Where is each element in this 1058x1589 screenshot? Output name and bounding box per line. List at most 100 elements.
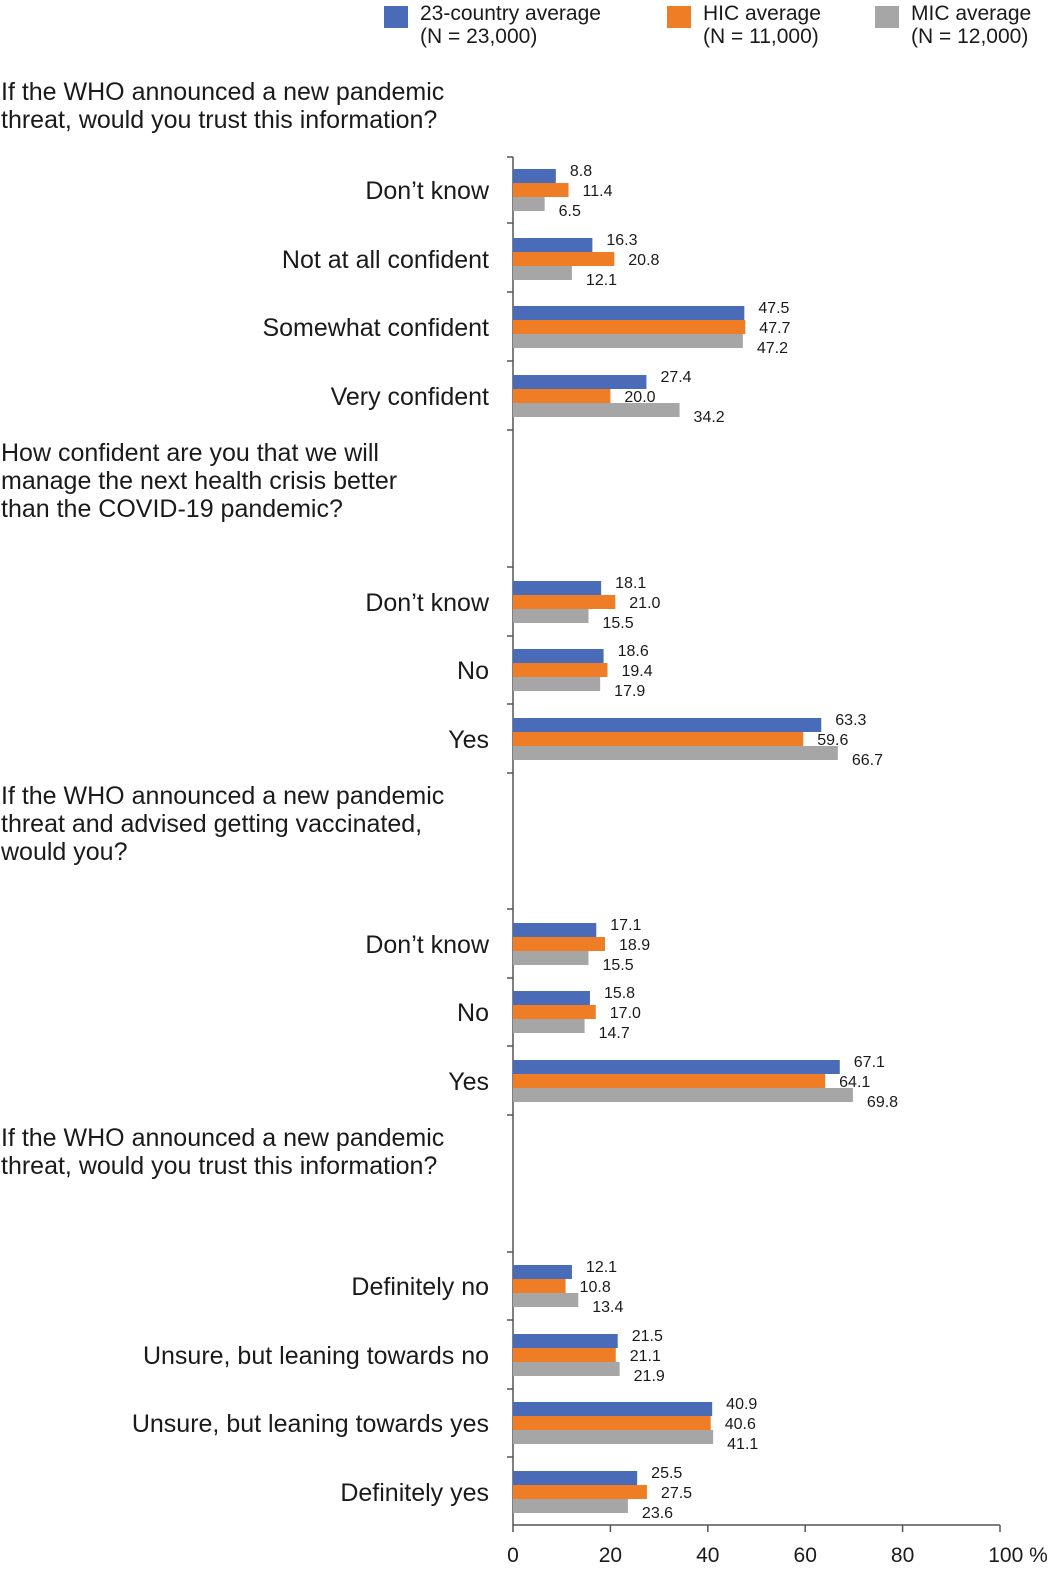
bar-mic	[513, 746, 838, 760]
bar-value-label: 41.1	[727, 1436, 758, 1453]
x-tick-label: 100 %	[988, 1544, 1048, 1567]
bar-value-label: 20.8	[628, 252, 659, 269]
bar-23-country	[513, 1265, 572, 1279]
bar-hic	[513, 1348, 616, 1362]
legend-swatch-23-country	[384, 6, 408, 28]
bar-value-label: 15.5	[602, 615, 633, 632]
category-label: Yes	[448, 1068, 489, 1096]
bar-mic	[513, 1362, 620, 1376]
bar-value-label: 27.4	[660, 369, 691, 386]
question-heading: If the WHO announced a new pandemic	[1, 1124, 444, 1152]
bar-hic	[513, 937, 606, 951]
x-tick-label: 20	[599, 1544, 622, 1567]
question-heading: threat, would you trust this information…	[1, 106, 437, 134]
bar-value-label: 69.8	[867, 1094, 898, 1111]
bar-value-label: 10.8	[580, 1279, 611, 1296]
bar-23-country	[513, 306, 745, 320]
bar-value-label: 21.1	[630, 1348, 661, 1365]
bar-23-country	[513, 375, 647, 389]
bar-mic	[513, 1019, 585, 1033]
bar-hic	[513, 663, 608, 677]
bar-value-label: 34.2	[694, 409, 725, 426]
legend-label-hic: HIC average (N = 11,000)	[703, 2, 821, 48]
bar-value-label: 21.9	[634, 1368, 665, 1385]
bar-value-label: 17.1	[610, 917, 641, 934]
category-label: Yes	[448, 726, 489, 754]
bar-mic	[513, 677, 601, 691]
bar-hic	[513, 1279, 566, 1293]
bar-value-label: 19.4	[621, 663, 652, 680]
category-label: Somewhat confident	[262, 314, 489, 342]
bar-value-label: 27.5	[661, 1485, 692, 1502]
bar-value-label: 18.9	[619, 937, 650, 954]
bar-hic	[513, 183, 569, 197]
bar-value-label: 14.7	[599, 1025, 630, 1042]
bar-hic	[513, 320, 746, 334]
bar-value-label: 25.5	[651, 1465, 682, 1482]
bar-23-country	[513, 1334, 618, 1348]
bar-hic	[513, 732, 804, 746]
bar-23-country	[513, 169, 556, 183]
bar-value-label: 67.1	[854, 1054, 885, 1071]
bar-mic	[513, 197, 545, 211]
bar-23-country	[513, 649, 604, 663]
bar-mic	[513, 1293, 579, 1307]
bar-value-label: 47.5	[758, 300, 789, 317]
bar-value-label: 12.1	[586, 272, 617, 289]
bar-value-label: 8.8	[570, 163, 592, 180]
bar-value-label: 40.9	[726, 1396, 757, 1413]
question-heading: would you?	[0, 838, 127, 866]
category-label: Very confident	[331, 383, 489, 411]
question-heading: If the WHO announced a new pandemic	[1, 782, 444, 810]
bar-value-label: 18.1	[615, 575, 646, 592]
category-label: Don’t know	[365, 589, 490, 617]
bar-hic	[513, 1485, 647, 1499]
bar-value-label: 63.3	[835, 712, 866, 729]
bar-value-label: 66.7	[852, 752, 883, 769]
bar-23-country	[513, 718, 822, 732]
legend-label-mic: MIC average (N = 12,000)	[911, 2, 1032, 48]
category-label: Unsure, but leaning towards no	[143, 1342, 489, 1370]
legend-label-23-country: 23-country average (N = 23,000)	[420, 2, 601, 48]
question-heading: threat, would you trust this information…	[1, 1152, 437, 1180]
bar-value-label: 17.0	[610, 1005, 641, 1022]
bar-mic	[513, 403, 680, 417]
bar-value-label: 13.4	[592, 1299, 623, 1316]
bar-value-label: 40.6	[725, 1416, 756, 1433]
bar-23-country	[513, 238, 593, 252]
bar-mic	[513, 266, 572, 280]
category-label: Don’t know	[365, 931, 490, 959]
bar-value-label: 16.3	[606, 232, 637, 249]
x-tick-label: 0	[507, 1544, 519, 1567]
bar-mic	[513, 609, 589, 623]
bar-value-label: 15.5	[602, 957, 633, 974]
x-tick-label: 80	[891, 1544, 914, 1567]
bar-23-country	[513, 1060, 840, 1074]
category-label: Don’t know	[365, 177, 490, 205]
bar-23-country	[513, 581, 602, 595]
x-tick-label: 40	[696, 1544, 719, 1567]
bar-hic	[513, 1005, 596, 1019]
bar-hic	[513, 389, 611, 403]
bar-23-country	[513, 923, 597, 937]
bar-value-label: 21.0	[629, 595, 660, 612]
bar-value-label: 20.0	[624, 389, 655, 406]
category-label: Not at all confident	[282, 246, 489, 274]
x-tick-label: 60	[794, 1544, 817, 1567]
bar-value-label: 12.1	[586, 1259, 617, 1276]
bar-mic	[513, 1499, 628, 1513]
category-label: Definitely no	[351, 1273, 489, 1301]
category-label: No	[457, 657, 489, 685]
bar-hic	[513, 252, 615, 266]
bar-mic	[513, 951, 589, 965]
legend-swatch-mic	[875, 6, 899, 28]
bar-value-label: 59.6	[817, 732, 848, 749]
question-heading: If the WHO announced a new pandemic	[1, 78, 444, 106]
bar-value-label: 18.6	[618, 643, 649, 660]
bar-hic	[513, 595, 616, 609]
bar-value-label: 6.5	[559, 203, 581, 220]
bar-23-country	[513, 1402, 713, 1416]
bar-hic	[513, 1416, 711, 1430]
bar-value-label: 64.1	[839, 1074, 870, 1091]
